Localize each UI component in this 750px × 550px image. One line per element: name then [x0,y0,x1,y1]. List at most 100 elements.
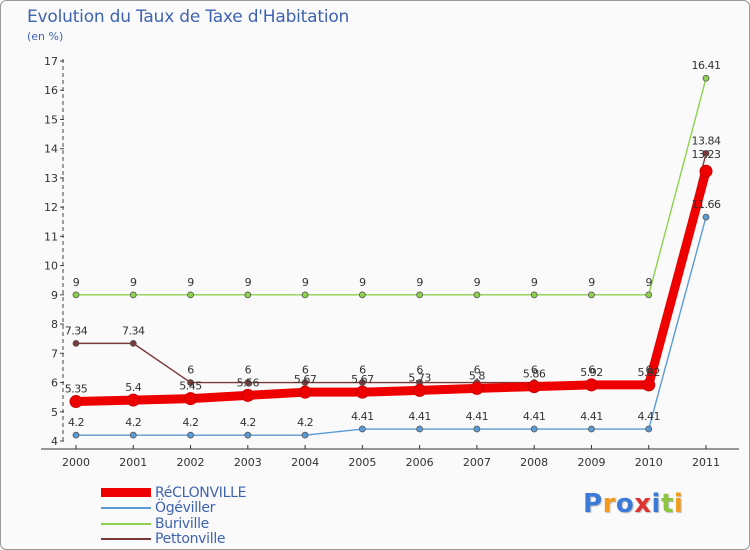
data-point [584,378,598,392]
data-point [301,431,309,439]
legend-item: Pettonville [101,531,246,548]
data-label: 9 [245,276,252,289]
data-point [244,431,252,439]
data-label: 11.66 [692,198,721,211]
data-point [416,425,424,433]
data-label: 4.41 [466,410,489,423]
data-label: 9 [474,276,481,289]
data-label: 13.84 [692,134,721,147]
x-tick-label: 2000 [62,456,90,469]
data-point [241,388,255,402]
chart-title: Evolution du Taux de Taxe d'Habitation [27,7,350,27]
x-tick-label: 2010 [635,456,663,469]
data-label: 5.4 [125,381,141,394]
data-label: 4.2 [183,416,199,429]
data-point [358,291,366,299]
data-label: 7.34 [65,324,88,337]
data-point [72,291,80,299]
legend-item: Buriville [101,516,246,532]
x-tick-label: 2001 [119,456,147,469]
data-label: 5.56 [237,376,260,389]
data-label: 4.2 [297,416,313,429]
data-point [473,425,481,433]
y-tick-label: 14 [44,143,58,156]
data-label: 7.34 [122,324,145,337]
data-label: 4.41 [580,410,603,423]
data-label: 5.35 [65,383,88,396]
y-tick-label: 10 [44,260,58,273]
data-point [129,291,137,299]
y-tick-label: 11 [44,230,58,243]
data-label: 9 [531,276,538,289]
data-label: 13.23 [692,148,721,161]
data-label: 4.41 [523,410,546,423]
data-label: 5.8 [469,369,485,382]
data-label: 9 [359,276,366,289]
data-label: 6 [187,364,194,377]
data-label: 6 [645,364,652,377]
data-label: 9 [187,276,194,289]
y-tick-label: 6 [51,377,58,390]
data-point [301,291,309,299]
data-point [69,395,83,409]
proxiti-logo: Proxiti [583,489,684,519]
data-point [473,291,481,299]
legend-item: Ögéviller [101,500,246,517]
legend-label: Ögéviller [155,500,216,517]
y-tick-label: 13 [44,172,58,185]
data-label: 5.86 [523,368,546,381]
data-label: 4.41 [351,410,374,423]
legend-label: RéCLONVILLE [155,484,247,501]
y-tick-label: 5 [51,406,58,419]
legend-swatch [101,538,151,541]
data-point [301,379,309,386]
x-tick-label: 2011 [692,456,720,469]
series-line-ögéviller [75,216,707,436]
data-label: 5.45 [179,380,202,393]
data-point [530,291,538,299]
legend-label: Buriville [155,515,209,532]
x-tick-label: 2004 [291,456,319,469]
data-label: 9 [416,276,423,289]
data-label: 6 [531,364,538,377]
y-tick-label: 12 [44,201,58,214]
series-line-réclonville [71,166,711,407]
legend-item: RéCLONVILLE [101,485,246,501]
data-point [645,425,653,433]
data-point [588,291,595,299]
data-label: 6 [245,364,252,377]
data-point [527,380,541,394]
data-point [187,291,194,299]
data-point [244,291,252,299]
data-label: 9 [130,276,137,289]
data-label: 4.41 [637,410,660,423]
data-label: 6 [302,364,309,377]
data-label: 9 [588,276,595,289]
data-label: 5.92 [637,366,660,379]
data-label: 5.67 [351,373,374,386]
data-point [416,291,424,299]
data-label: 6 [416,364,423,377]
data-label: 4.41 [408,410,431,423]
data-point [702,149,710,157]
data-point [470,381,484,395]
data-point [702,213,710,221]
legend-label: Pettonville [155,531,226,548]
data-point [642,378,656,392]
data-label: 5.73 [408,371,431,384]
data-label: 6 [474,364,481,377]
chart-unit-label: (en %) [27,30,64,43]
x-tick-label: 2009 [577,456,605,469]
data-point [645,291,653,299]
series-line-pettonville [75,152,707,384]
legend-swatch [101,507,151,510]
x-tick-label: 2008 [520,456,548,469]
series-line-buriville [75,77,707,296]
data-point [244,379,252,386]
data-label: 6 [588,364,595,377]
data-label: 9 [302,276,309,289]
data-point [355,385,369,399]
data-label: 4.2 [240,416,256,429]
